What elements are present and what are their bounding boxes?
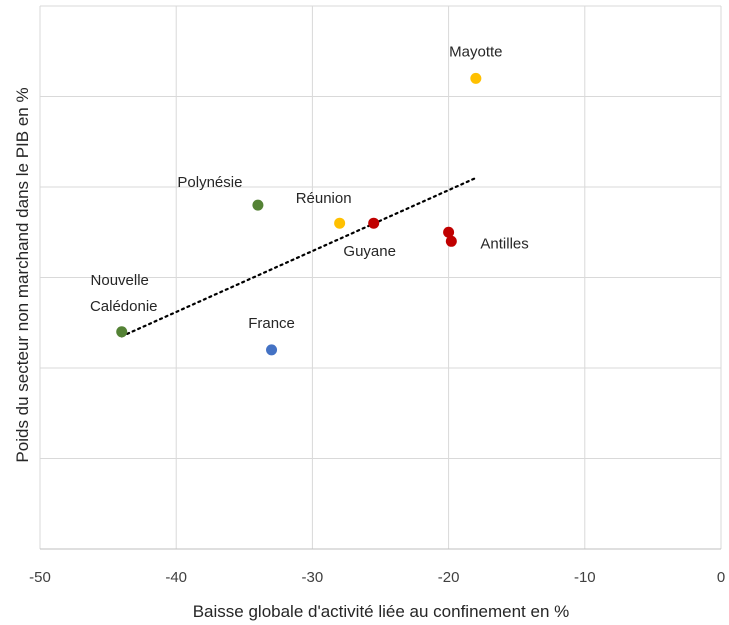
trendline [120,176,477,338]
y-axis-title: Poids du secteur non marchand dans le PI… [13,87,32,462]
point-label: Réunion [296,190,352,207]
grid-layer [39,5,722,550]
data-point [334,217,346,229]
data-point [445,235,457,247]
x-tick-label: 0 [717,569,725,586]
point-label: Calédonie [90,298,158,315]
x-tick-label: -20 [438,569,460,586]
x-tick-label: -30 [302,569,324,586]
data-point [443,226,455,238]
point-label: Guyane [343,243,396,260]
x-tick-labels: -50 -40 -30 -20 -10 0 [29,569,725,586]
x-tick-label: -40 [165,569,187,586]
data-points [116,72,482,356]
x-tick-label: -10 [574,569,596,586]
point-label: France [248,315,295,332]
point-label: Mayotte [449,43,502,60]
data-point [266,344,278,356]
x-axis-title: Baisse globale d'activité liée au confin… [193,602,570,621]
point-label: Nouvelle [91,272,149,289]
trendline-layer [120,176,477,338]
data-point [368,217,380,229]
point-label: Polynésie [177,174,242,191]
x-tick-label: -50 [29,569,51,586]
data-point [252,199,264,211]
point-label: Antilles [480,235,528,252]
data-point [470,72,482,84]
data-point [116,326,128,338]
point-labels: Mayotte Polynésie Réunion Guyane Antilles Nou… [90,43,529,332]
